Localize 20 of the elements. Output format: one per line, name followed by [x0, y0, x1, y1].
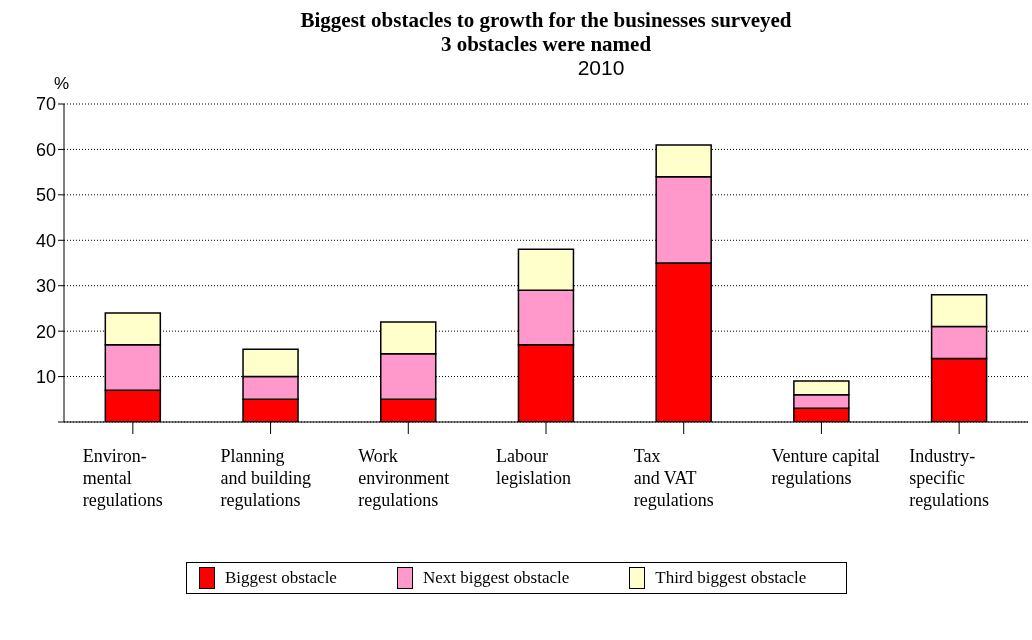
- chart-title: Biggest obstacles to growth for the businesses surveyed 3 obstacles were named: [299, 8, 793, 56]
- chart-subtitle: 2010: [576, 56, 626, 80]
- legend-label: Third biggest obstacle: [654, 567, 807, 589]
- y-tick-label: 40: [35, 230, 56, 251]
- x-tick-label: Planning and building regulations: [220, 446, 312, 510]
- y-axis-title: %: [54, 74, 70, 93]
- y-tick-label: 20: [35, 321, 56, 342]
- y-tick-label: 60: [35, 139, 56, 160]
- x-tick-label: Tax and VAT regulations: [633, 446, 714, 510]
- x-tick-label: Work environment regulations: [358, 446, 450, 510]
- x-tick-label: Industry- specific regulations: [909, 446, 990, 510]
- x-tick-label: Environ- mental regulations: [82, 446, 163, 510]
- y-tick-label: 30: [35, 276, 56, 297]
- y-tick-label: 70: [35, 94, 56, 115]
- legend-label: Biggest obstacle: [224, 567, 337, 589]
- x-tick-label: Labour legislation: [496, 446, 571, 488]
- y-tick-label: 50: [35, 185, 56, 206]
- legend-label: Next biggest obstacle: [421, 567, 570, 589]
- y-tick-label: 10: [35, 366, 56, 387]
- x-tick-label: Venture capital regulations: [771, 446, 880, 488]
